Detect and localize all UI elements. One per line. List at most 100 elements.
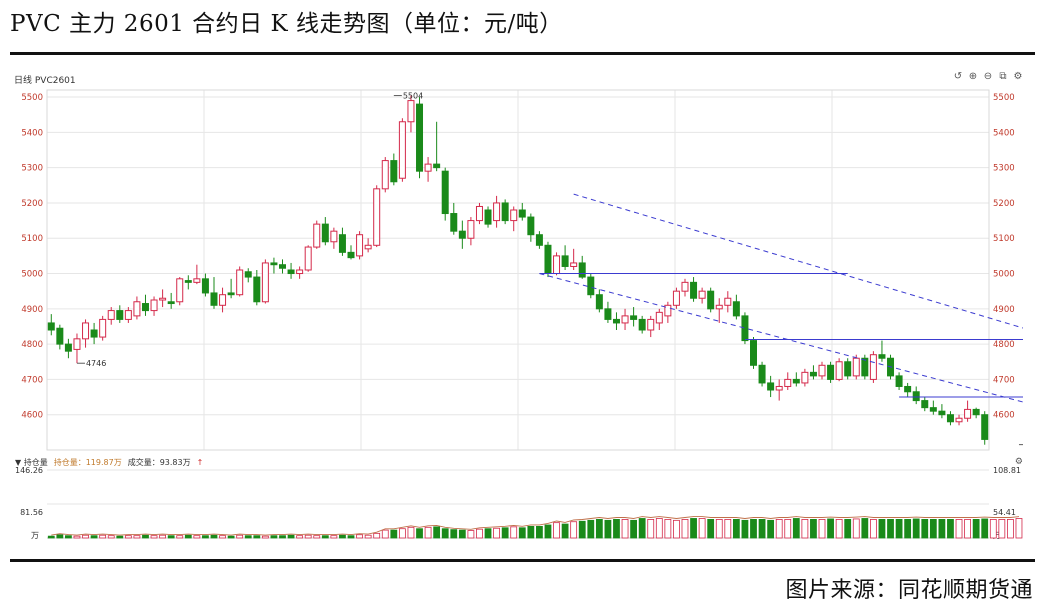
volume-bar [938,519,946,539]
candle-up [150,299,158,312]
volume-bar [561,523,569,539]
volume-bar [398,528,406,539]
volume-bar [964,519,971,539]
candle-down [638,318,646,331]
candle-up [107,310,115,320]
candle-down [338,234,346,253]
volume-bar [56,534,64,539]
volume-settings-icon[interactable]: ⚙ [1014,457,1023,467]
volume-bar [47,535,55,539]
volume-bar [784,519,792,539]
candle-down [390,160,398,183]
chart-label: 日线 PVC2601 [14,76,76,86]
volume-bar [895,519,903,539]
settings-icon[interactable]: ⚙ [1013,71,1023,82]
volume-bar [321,535,329,539]
candle-up [698,290,706,299]
y-tick-label-left: 4900 [21,305,43,315]
volume-bar [304,534,312,539]
volume-bar [904,519,912,539]
volume-bar [647,519,655,539]
y-tick-label-left: 5400 [21,128,43,138]
volume-bar [536,525,543,539]
candle-up [664,304,672,317]
candle-down [981,414,989,440]
y-tick-label-right: 4700 [993,375,1015,385]
candle-up [99,318,107,338]
candle-down [767,382,775,391]
volume-bar [261,535,269,539]
candle-down [921,400,929,409]
candle-down [253,276,261,303]
volume-bar [150,535,158,539]
volume-bar [356,534,363,539]
candle-down [201,278,209,294]
volume-bar [801,519,809,539]
volume-bar [167,535,175,539]
volume-bar [450,529,458,539]
candle-down [758,364,766,384]
candle-down [184,280,192,283]
chart-toolbar: ↺ ⊕ ⊖ ⧉ ⚙ [953,71,1023,82]
candle-up [73,338,81,350]
zoom-in-icon[interactable]: ⊕ [968,71,978,82]
candle-down [321,223,329,243]
trend-line [539,273,1023,403]
volume-bar [424,526,432,539]
candle-up [775,385,783,391]
candle-down [612,318,620,324]
candle-down [433,163,441,169]
volume-bar [210,534,218,539]
candle-down [458,230,466,239]
candle-down [707,290,715,310]
y-tick-label-right: 5500 [993,93,1015,103]
candle-up [510,209,518,222]
volume-bar [373,532,381,539]
volume-bar [912,518,920,539]
volume-bar [244,535,252,539]
volume-bar [107,535,115,539]
candle-down [861,357,869,377]
candle-up [801,371,809,384]
candle-up [647,318,655,331]
volume-bar [578,520,586,539]
indicator-toggle[interactable]: ▼ 持仓量 [15,458,48,467]
candle-down [501,202,509,222]
volume-bar [724,519,732,539]
page-title: PVC 主力 2601 合约日 K 线走势图（单位：元/吨） [10,11,563,37]
kline-chart: 4600 4600 4700 4700 4800 4800 4900 4900 5000 5000… [15,89,1023,540]
candle-down [630,315,638,320]
candle-down [416,103,424,172]
reset-icon[interactable]: ↺ [953,71,963,82]
candle-up [398,121,406,179]
save-icon[interactable]: ⧉ [999,71,1007,82]
candle-down [527,216,535,236]
candle-up [681,281,689,292]
candle-up [304,246,312,271]
candle-up [655,311,663,324]
volume-bar [176,535,184,539]
candle-up [159,297,167,301]
volume-bar [124,535,132,539]
y-tick-label-right: 5000 [993,270,1015,280]
volume-bar [955,519,963,539]
candle-up [236,269,244,296]
candle-up [955,417,963,423]
zoom-out-icon[interactable]: ⊖ [983,71,993,82]
volume-bar [690,518,697,539]
y-tick-label-right: 5100 [993,234,1015,244]
volume-bar [732,519,740,539]
candle-up [715,304,723,310]
volume-bar [416,528,423,539]
candle-down [347,251,355,259]
candle-up [364,244,372,250]
candle-down [56,327,64,345]
volume-bar [741,519,749,539]
volume-bar [750,519,757,539]
source-note: 图片来源：同花顺期货通 [785,578,1033,603]
volume-bar [989,519,997,539]
candle-up [784,378,792,387]
candle-up [407,100,415,123]
volume-bar [869,519,877,539]
candle-down [518,209,526,218]
